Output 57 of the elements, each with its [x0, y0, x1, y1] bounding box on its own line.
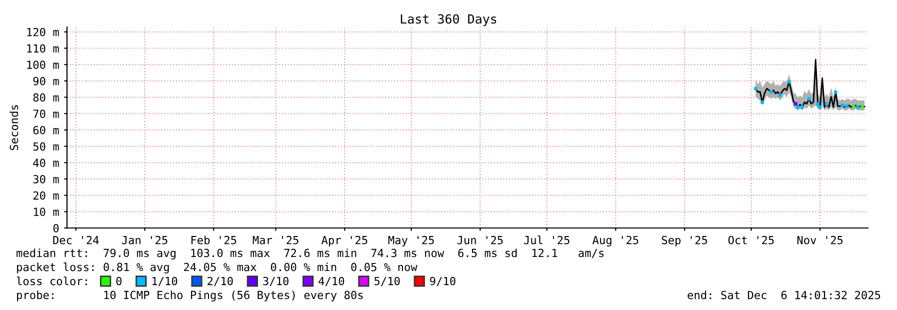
text: probe: 10 ICMP Echo Pings (56 Bytes) every 80s: [17, 290, 363, 302]
point: [769, 90, 773, 94]
point: [816, 102, 820, 106]
x-tick-label: Jan '25: [122, 236, 168, 244]
point: [807, 97, 811, 101]
legend-label: 0: [116, 276, 122, 286]
text: median rtt: 79.0 ms avg 103.0 ms max 72.6 ms min 74.3 ms now 6.5 ms sd 12.1 am/s: [16, 248, 604, 260]
point: [754, 86, 758, 90]
x-tick-label: May '25: [388, 236, 434, 246]
x-tick-label: Jun '25: [457, 236, 503, 244]
y-tick-label: 80 m: [33, 93, 59, 102]
x-tick-label: Oct '25: [728, 236, 774, 244]
legend-label: 9/10: [430, 276, 456, 286]
y-tick-label: 120 m: [27, 28, 59, 36]
x-tick-label: Apr '25: [321, 236, 368, 246]
x-tick-label: Jul '25: [524, 236, 570, 244]
y-tick-label: 90 m: [33, 76, 59, 86]
y-tick-label: 70 m: [33, 110, 59, 118]
point: [778, 93, 782, 97]
legend-title: loss color:: [16, 276, 87, 286]
legend-label: 5/10: [374, 276, 400, 286]
point: [787, 80, 791, 84]
point: [760, 100, 764, 104]
x-tick-label: Aug '25: [592, 236, 638, 246]
y-tick-label: 10 m: [34, 208, 59, 216]
text: packet loss: 0.81 % avg 24.05 % max 0.00 % min 0.05 % now: [17, 262, 418, 274]
y-tick-label: 30 m: [33, 174, 59, 184]
point: [834, 90, 838, 94]
point: [860, 104, 864, 108]
x-tick-label: Feb '25: [191, 236, 236, 244]
point: [856, 105, 860, 109]
y-tick-label: 110 m: [27, 44, 59, 53]
legend-label: 2/10: [208, 276, 233, 286]
text: end: Sat Dec 6 14:01:32 2025: [688, 290, 880, 300]
x-tick-label: Sep '25: [662, 236, 708, 246]
legend-label: 4/10: [318, 276, 344, 286]
legend-label: 3/10: [263, 276, 288, 286]
point: [845, 104, 848, 108]
y-tick-label: 20 m: [33, 191, 59, 200]
point: [852, 104, 856, 108]
x-tick-label: Nov '25: [797, 236, 843, 244]
chart-title: Last 360 Days: [400, 14, 496, 26]
point: [794, 102, 798, 106]
y-tick-label: 100 m: [27, 60, 59, 69]
y-tick-label: 0: [53, 224, 59, 232]
point: [800, 105, 804, 109]
x-tick-label: Mar '25: [252, 236, 298, 244]
legend-label: 1/10: [152, 276, 178, 286]
point: [796, 105, 800, 109]
y-tick-label: 50 m: [33, 142, 59, 151]
point: [825, 102, 828, 106]
y-tick-label: 40 m: [33, 158, 59, 168]
y-tick-label: 60 m: [33, 126, 59, 134]
point: [840, 104, 844, 108]
x-tick-label: Dec '24: [53, 236, 99, 244]
y-axis-title: Seconds: [10, 105, 18, 150]
point: [818, 105, 822, 109]
